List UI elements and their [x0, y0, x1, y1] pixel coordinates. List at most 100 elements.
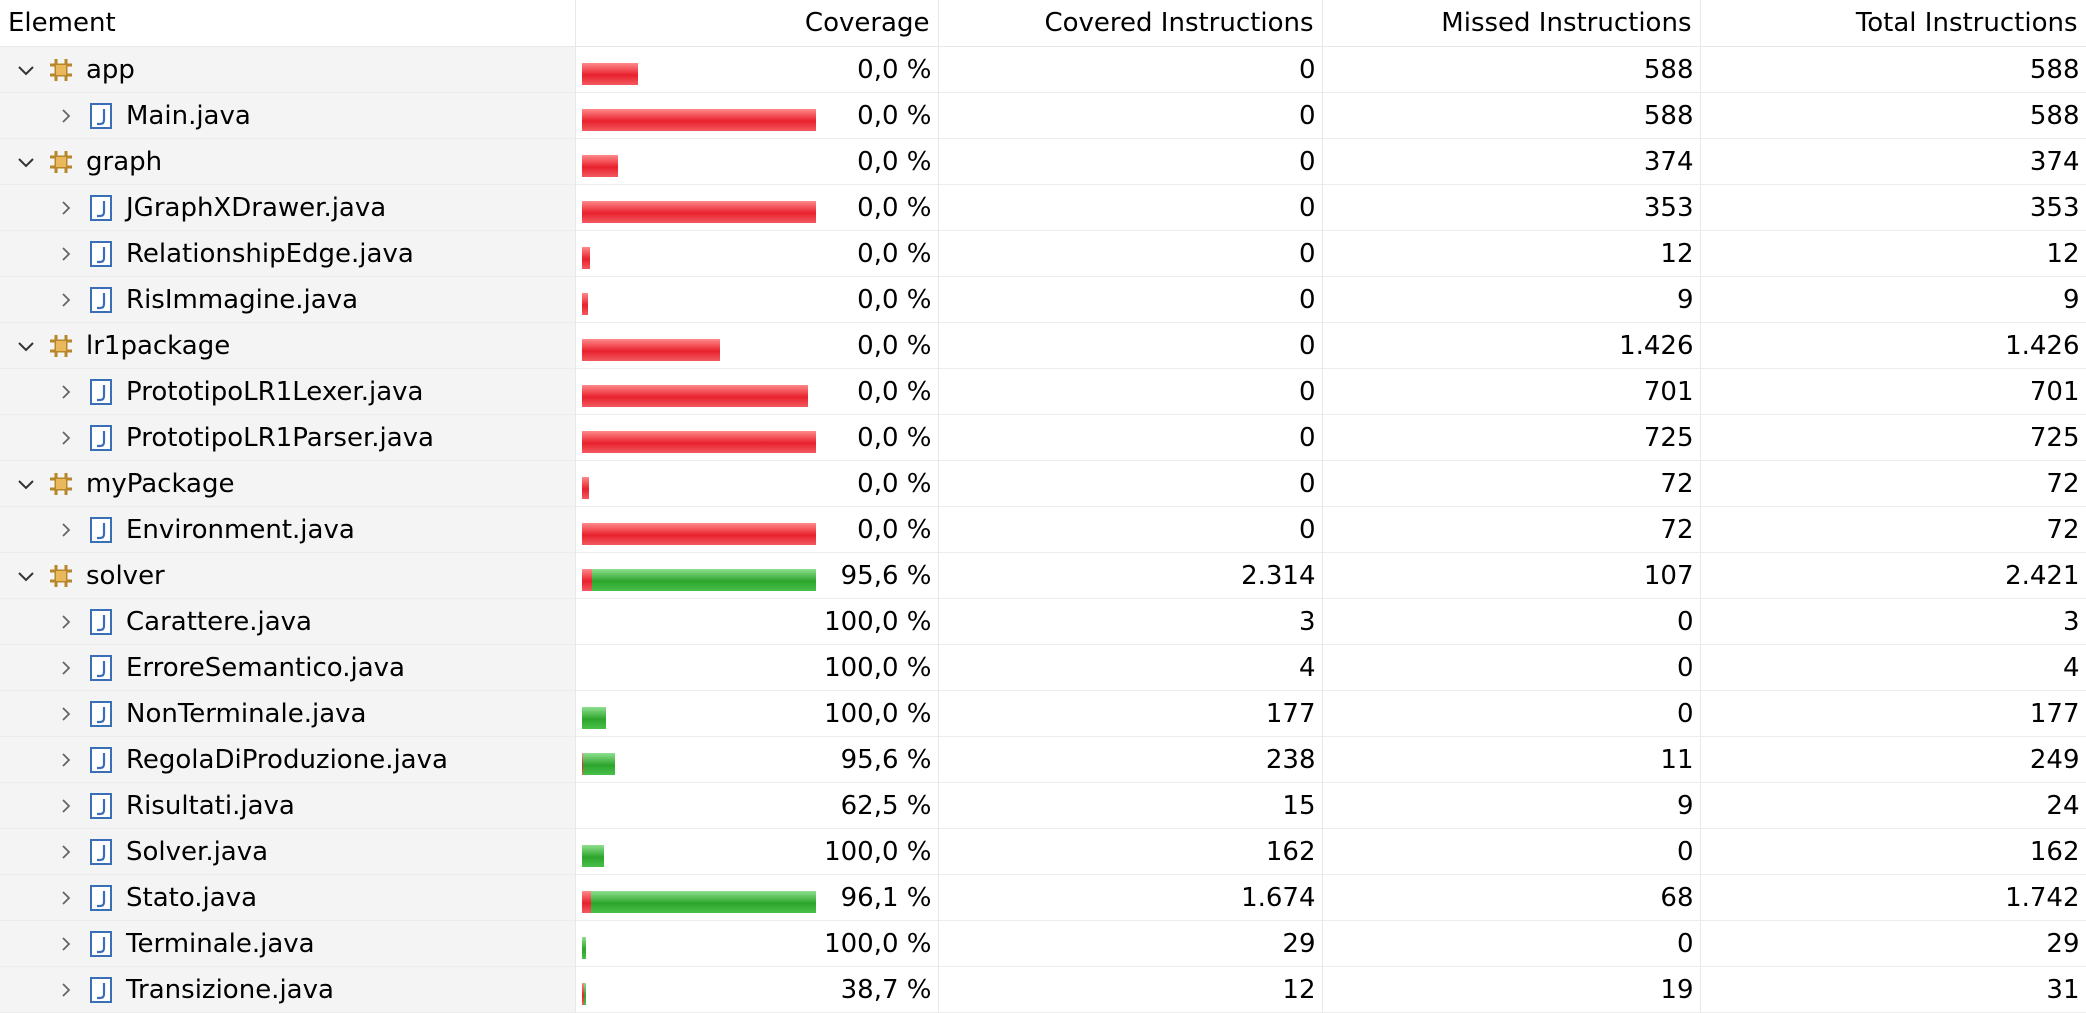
- chevron-right-icon[interactable]: [52, 102, 80, 130]
- chevron-down-icon[interactable]: [12, 562, 40, 590]
- element-cell[interactable]: Carattere.java: [0, 598, 576, 645]
- file-row[interactable]: RisImmagine.java 0,0 % 0 9 9: [0, 276, 2086, 323]
- chevron-right-icon[interactable]: [52, 378, 80, 406]
- element-cell[interactable]: solver: [0, 552, 576, 599]
- element-cell[interactable]: RisImmagine.java: [0, 276, 576, 323]
- missed-bar-segment: [581, 108, 816, 131]
- chevron-right-icon[interactable]: [52, 516, 80, 544]
- column-header-total-instructions[interactable]: Total Instructions: [1700, 0, 2086, 47]
- element-cell[interactable]: Main.java: [0, 92, 576, 139]
- element-cell[interactable]: lr1package: [0, 322, 576, 369]
- file-row[interactable]: ErroreSemantico.java 100,0 % 4 0 4: [0, 644, 2086, 691]
- total-instructions: 4: [1700, 644, 2086, 691]
- chevron-right-icon[interactable]: [52, 976, 80, 1004]
- package-row[interactable]: app 0,0 % 0 588 588: [0, 46, 2086, 93]
- element-cell[interactable]: RegolaDiProduzione.java: [0, 736, 576, 783]
- chevron-right-icon[interactable]: [52, 746, 80, 774]
- chevron-right-icon[interactable]: [52, 838, 80, 866]
- file-row[interactable]: JGraphXDrawer.java 0,0 % 0 353 353: [0, 184, 2086, 231]
- element-cell[interactable]: myPackage: [0, 460, 576, 507]
- covered-instructions: 0: [938, 460, 1323, 507]
- chevron-right-icon[interactable]: [52, 286, 80, 314]
- covered-instructions: 0: [938, 184, 1323, 231]
- total-instructions: 31: [1700, 966, 2086, 1013]
- column-header-coverage[interactable]: Coverage: [575, 0, 939, 47]
- covered-instructions: 177: [938, 690, 1323, 737]
- package-row[interactable]: solver 95,6 % 2.314 107 2.421: [0, 552, 2086, 599]
- element-label: Carattere.java: [126, 606, 312, 637]
- total-instructions: 9: [1700, 276, 2086, 323]
- file-row[interactable]: NonTerminale.java 100,0 % 177 0 177: [0, 690, 2086, 737]
- chevron-right-icon[interactable]: [52, 884, 80, 912]
- element-cell[interactable]: Stato.java: [0, 874, 576, 921]
- chevron-right-icon[interactable]: [52, 654, 80, 682]
- element-cell[interactable]: PrototipoLR1Lexer.java: [0, 368, 576, 415]
- chevron-right-icon[interactable]: [52, 240, 80, 268]
- file-row[interactable]: Stato.java 96,1 % 1.674 68 1.742: [0, 874, 2086, 921]
- chevron-right-icon[interactable]: [52, 792, 80, 820]
- java-file-icon: [86, 929, 116, 959]
- coverage-cell: 0,0 %: [575, 230, 939, 277]
- package-icon: [46, 147, 76, 177]
- element-cell[interactable]: Terminale.java: [0, 920, 576, 967]
- package-icon: [46, 561, 76, 591]
- file-row[interactable]: PrototipoLR1Lexer.java 0,0 % 0 701 701: [0, 368, 2086, 415]
- package-row[interactable]: myPackage 0,0 % 0 72 72: [0, 460, 2086, 507]
- total-instructions: 2.421: [1700, 552, 2086, 599]
- package-row[interactable]: graph 0,0 % 0 374 374: [0, 138, 2086, 185]
- element-cell[interactable]: app: [0, 46, 576, 93]
- element-cell[interactable]: Environment.java: [0, 506, 576, 553]
- file-row[interactable]: RelationshipEdge.java 0,0 % 0 12 12: [0, 230, 2086, 277]
- chevron-down-icon[interactable]: [12, 56, 40, 84]
- file-row[interactable]: Terminale.java 100,0 % 29 0 29: [0, 920, 2086, 967]
- element-cell[interactable]: Transizione.java: [0, 966, 576, 1013]
- chevron-down-icon[interactable]: [12, 470, 40, 498]
- element-cell[interactable]: PrototipoLR1Parser.java: [0, 414, 576, 461]
- element-cell[interactable]: JGraphXDrawer.java: [0, 184, 576, 231]
- total-instructions: 12: [1700, 230, 2086, 277]
- package-row[interactable]: lr1package 0,0 % 0 1.426 1.426: [0, 322, 2086, 369]
- coverage-percent: 0,0 %: [857, 422, 932, 453]
- element-cell[interactable]: Solver.java: [0, 828, 576, 875]
- chevron-right-icon[interactable]: [52, 608, 80, 636]
- file-row[interactable]: RegolaDiProduzione.java 95,6 % 238 11 249: [0, 736, 2086, 783]
- java-file-icon: [86, 791, 116, 821]
- chevron-right-icon[interactable]: [52, 930, 80, 958]
- missed-instructions: 72: [1322, 460, 1701, 507]
- file-row[interactable]: PrototipoLR1Parser.java 0,0 % 0 725 725: [0, 414, 2086, 461]
- column-header-element[interactable]: Element: [0, 0, 576, 47]
- java-file-icon: [86, 285, 116, 315]
- element-cell[interactable]: ErroreSemantico.java: [0, 644, 576, 691]
- element-label: JGraphXDrawer.java: [126, 192, 387, 223]
- element-cell[interactable]: NonTerminale.java: [0, 690, 576, 737]
- java-file-icon: [86, 745, 116, 775]
- java-file-icon: [86, 837, 116, 867]
- element-cell[interactable]: RelationshipEdge.java: [0, 230, 576, 277]
- element-cell[interactable]: Risultati.java: [0, 782, 576, 829]
- coverage-cell: 100,0 %: [575, 828, 939, 875]
- column-header-covered-instructions[interactable]: Covered Instructions: [938, 0, 1323, 47]
- element-label: lr1package: [86, 330, 231, 361]
- file-row[interactable]: Main.java 0,0 % 0 588 588: [0, 92, 2086, 139]
- chevron-right-icon[interactable]: [52, 424, 80, 452]
- covered-instructions: 238: [938, 736, 1323, 783]
- coverage-bar: [581, 706, 606, 729]
- coverage-cell: 0,0 %: [575, 414, 939, 461]
- chevron-right-icon[interactable]: [52, 700, 80, 728]
- file-row[interactable]: Environment.java 0,0 % 0 72 72: [0, 506, 2086, 553]
- coverage-percent: 95,6 %: [840, 744, 932, 775]
- coverage-cell: 0,0 %: [575, 46, 939, 93]
- chevron-down-icon[interactable]: [12, 332, 40, 360]
- chevron-down-icon[interactable]: [12, 148, 40, 176]
- chevron-right-icon[interactable]: [52, 194, 80, 222]
- column-header-missed-instructions[interactable]: Missed Instructions: [1322, 0, 1701, 47]
- file-row[interactable]: Carattere.java 100,0 % 3 0 3: [0, 598, 2086, 645]
- file-row[interactable]: Solver.java 100,0 % 162 0 162: [0, 828, 2086, 875]
- file-row[interactable]: Transizione.java 38,7 % 12 19 31: [0, 966, 2086, 1013]
- file-row[interactable]: Risultati.java 62,5 % 15 9 24: [0, 782, 2086, 829]
- element-label: RisImmagine.java: [126, 284, 359, 315]
- element-cell[interactable]: graph: [0, 138, 576, 185]
- coverage-cell: 0,0 %: [575, 322, 939, 369]
- coverage-cell: 0,0 %: [575, 138, 939, 185]
- coverage-percent: 0,0 %: [857, 238, 932, 269]
